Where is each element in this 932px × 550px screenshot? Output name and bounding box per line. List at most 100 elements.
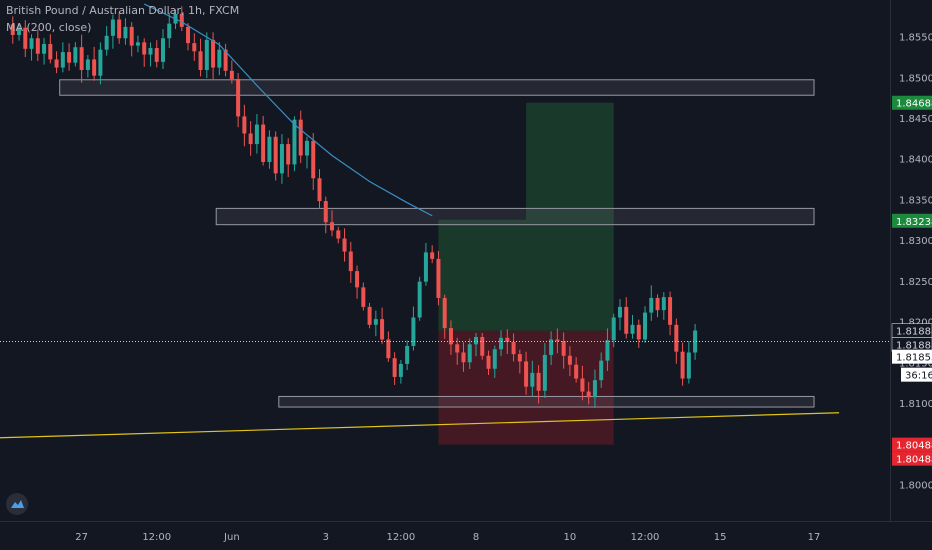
candle-body bbox=[217, 49, 222, 68]
support-resistance-zones[interactable] bbox=[59, 79, 815, 408]
candle bbox=[161, 29, 165, 70]
candle-body bbox=[367, 306, 372, 325]
price-label-text: 36:16 bbox=[905, 371, 932, 382]
profit-zone-upper bbox=[526, 102, 614, 220]
candle-body bbox=[536, 372, 541, 391]
candle bbox=[79, 34, 84, 83]
candle bbox=[35, 29, 40, 61]
price-label-text: 1.80488 bbox=[896, 455, 932, 466]
candle-body bbox=[223, 49, 228, 71]
candle bbox=[17, 23, 22, 41]
x-tick-label: 17 bbox=[808, 532, 821, 543]
long-position-tool[interactable] bbox=[438, 102, 614, 445]
x-tick-label: 10 bbox=[564, 532, 577, 543]
candle-body bbox=[186, 26, 191, 44]
candle-body bbox=[467, 344, 472, 363]
x-tick-label: Jun bbox=[223, 532, 240, 543]
candle bbox=[142, 38, 147, 67]
price-axis-labels: 1.846881.832381.818881.818881.8185536:16… bbox=[891, 95, 932, 466]
candle-body bbox=[85, 59, 90, 71]
price-label-bg bbox=[892, 95, 932, 110]
candle-body bbox=[517, 354, 522, 362]
candle bbox=[499, 330, 504, 357]
candle bbox=[392, 352, 397, 385]
candle bbox=[23, 20, 28, 58]
candle bbox=[248, 121, 253, 156]
candle-body bbox=[392, 358, 397, 377]
candle-body bbox=[486, 355, 491, 369]
candle-body bbox=[179, 13, 184, 27]
candle-body bbox=[204, 39, 209, 71]
candle-body bbox=[499, 337, 504, 350]
candle bbox=[405, 340, 410, 371]
x-tick-label: 8 bbox=[473, 532, 479, 543]
tradingview-cloud-icon[interactable] bbox=[6, 493, 28, 515]
candle-body bbox=[524, 361, 529, 387]
candle bbox=[524, 351, 529, 395]
candle-body bbox=[60, 52, 65, 68]
candle bbox=[592, 369, 597, 409]
x-tick-label: 15 bbox=[714, 532, 727, 543]
candle bbox=[367, 302, 372, 329]
candle bbox=[292, 116, 297, 172]
candle-body bbox=[10, 24, 15, 36]
price-label-bg bbox=[901, 367, 932, 382]
price-label-bg bbox=[892, 451, 932, 466]
candle bbox=[317, 169, 322, 209]
candle-body bbox=[430, 252, 435, 259]
candle-body bbox=[355, 271, 360, 288]
candle-body bbox=[298, 119, 303, 156]
candle bbox=[649, 285, 654, 321]
trendline[interactable] bbox=[0, 412, 840, 439]
candle bbox=[668, 291, 673, 336]
candle-body bbox=[655, 297, 660, 311]
candle bbox=[561, 332, 566, 369]
price-label-profit: 1.83238 bbox=[892, 213, 932, 228]
candle-body bbox=[592, 380, 597, 398]
price-label-text: 1.81888 bbox=[896, 327, 932, 338]
candle-body bbox=[574, 364, 579, 379]
candle bbox=[60, 42, 65, 73]
candle-body bbox=[649, 297, 654, 313]
candle-body bbox=[317, 178, 322, 202]
candle bbox=[636, 319, 641, 348]
candle-body bbox=[361, 287, 366, 307]
candle-body bbox=[311, 140, 316, 179]
candle bbox=[186, 23, 191, 51]
candle-body bbox=[211, 39, 216, 68]
indicator-legend[interactable]: MA (200, close) bbox=[6, 21, 92, 34]
candle-body bbox=[242, 116, 247, 134]
time-axis[interactable]: 27 12:00 Jun 3 12:00 8 10 12:00 15 17 bbox=[75, 532, 820, 543]
candle bbox=[467, 338, 472, 370]
candle bbox=[611, 313, 616, 348]
y-tick-label: 1.80000 bbox=[899, 480, 932, 491]
price-label-text: 1.80488 bbox=[896, 441, 932, 452]
trendline-line bbox=[0, 412, 840, 439]
price-label-text: 1.84688 bbox=[896, 99, 932, 110]
candle bbox=[29, 34, 34, 61]
candle bbox=[567, 346, 572, 377]
price-label-profit: 1.84688 bbox=[892, 95, 932, 110]
candle bbox=[536, 365, 541, 404]
price-label-bg bbox=[892, 349, 932, 364]
candle bbox=[261, 115, 266, 166]
candle bbox=[643, 306, 648, 343]
candle-body bbox=[254, 124, 259, 145]
symbol-title[interactable]: British Pound / Australian Dollar, 1h, F… bbox=[6, 4, 240, 17]
candle bbox=[542, 343, 547, 399]
candle bbox=[198, 38, 203, 77]
candle bbox=[148, 42, 153, 67]
candle-body bbox=[405, 345, 410, 364]
candle-body bbox=[23, 27, 28, 49]
candlestick-series bbox=[10, 6, 698, 409]
candle-body bbox=[110, 19, 115, 36]
candle-body bbox=[417, 281, 422, 318]
candle-body bbox=[48, 43, 53, 60]
candle bbox=[380, 307, 385, 345]
candle-body bbox=[549, 339, 554, 355]
candle-body bbox=[611, 317, 616, 341]
candle bbox=[267, 130, 272, 169]
candle bbox=[530, 360, 535, 397]
candle bbox=[411, 306, 416, 351]
